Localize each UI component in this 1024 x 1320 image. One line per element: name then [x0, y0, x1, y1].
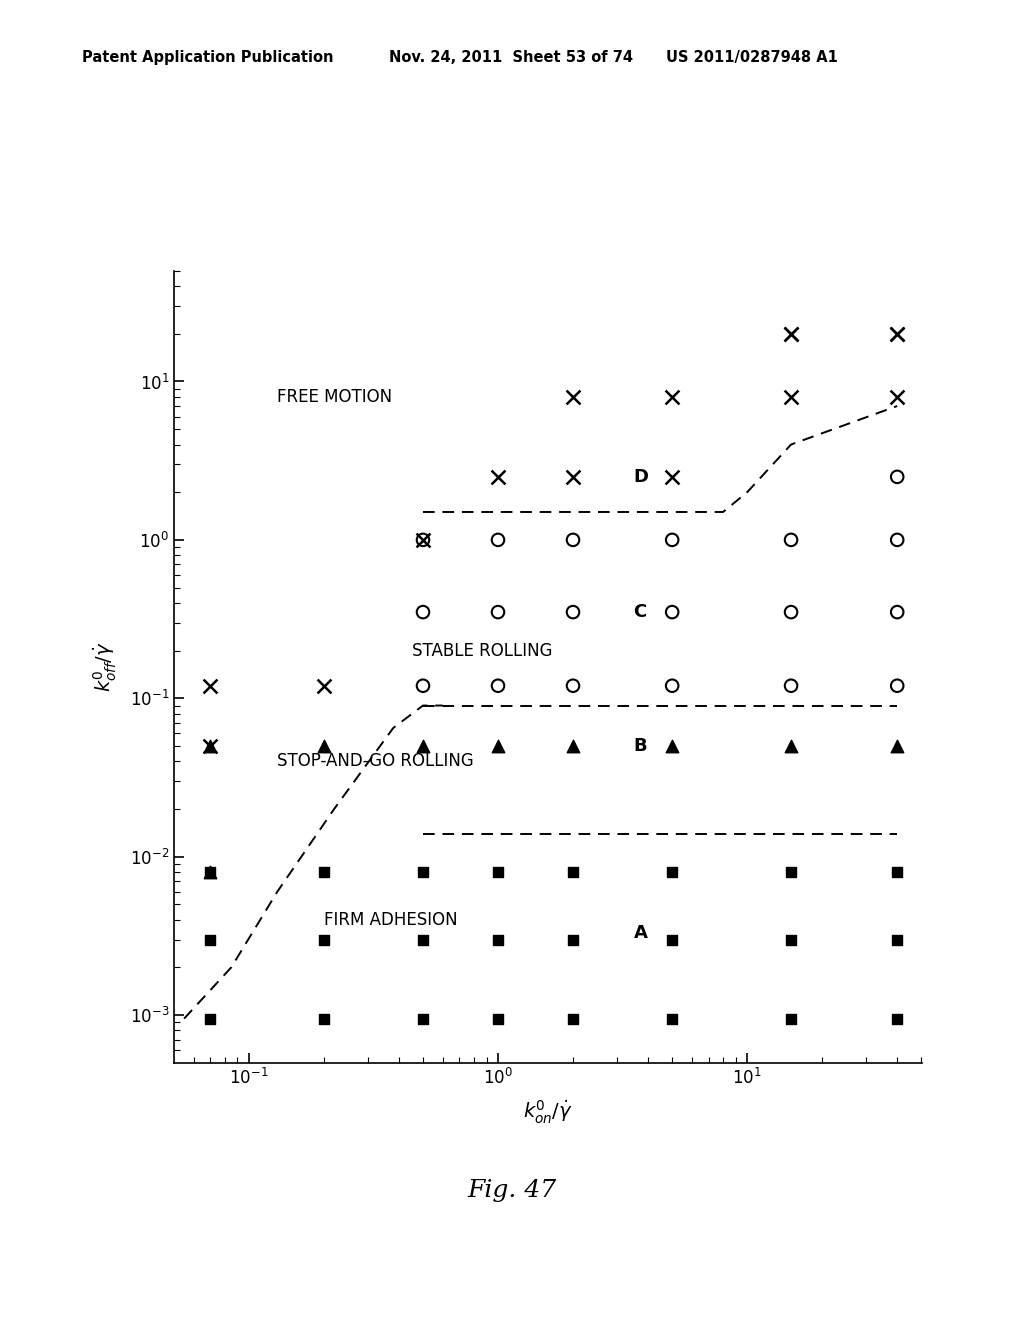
Point: [783, 323, 800, 345]
Point: [889, 323, 905, 345]
Point: [664, 466, 680, 487]
Point: [783, 387, 800, 408]
Text: C: C: [634, 603, 647, 622]
Point: [565, 387, 582, 408]
Point: [664, 602, 680, 623]
Point: [889, 675, 905, 696]
Point: [783, 602, 800, 623]
Point: [415, 735, 431, 756]
Point: [315, 735, 332, 756]
Point: [783, 529, 800, 550]
Point: [664, 862, 680, 883]
Point: [783, 862, 800, 883]
Point: [664, 735, 680, 756]
Text: US 2011/0287948 A1: US 2011/0287948 A1: [666, 50, 838, 65]
Text: D: D: [634, 467, 648, 486]
Point: [315, 862, 332, 883]
Point: [315, 675, 332, 696]
Point: [565, 735, 582, 756]
Point: [489, 602, 506, 623]
Text: B: B: [634, 737, 647, 755]
Point: [783, 735, 800, 756]
Point: [565, 529, 582, 550]
Point: [783, 929, 800, 950]
Point: [202, 862, 218, 883]
Point: [415, 675, 431, 696]
Y-axis label: $k^0_{off}/\dot{\gamma}$: $k^0_{off}/\dot{\gamma}$: [91, 642, 119, 692]
Point: [889, 323, 905, 345]
Point: [415, 862, 431, 883]
Point: [489, 675, 506, 696]
Text: Fig. 47: Fig. 47: [467, 1179, 557, 1203]
Text: Nov. 24, 2011  Sheet 53 of 74: Nov. 24, 2011 Sheet 53 of 74: [389, 50, 633, 65]
Point: [489, 929, 506, 950]
Point: [664, 929, 680, 950]
Point: [489, 529, 506, 550]
Point: [664, 675, 680, 696]
Point: [889, 529, 905, 550]
Point: [315, 929, 332, 950]
Point: [783, 323, 800, 345]
Point: [415, 529, 431, 550]
Point: [565, 929, 582, 950]
Point: [202, 675, 218, 696]
Point: [202, 735, 218, 756]
Text: STOP-AND-GO ROLLING: STOP-AND-GO ROLLING: [278, 752, 474, 771]
Point: [202, 735, 218, 756]
Point: [415, 529, 431, 550]
Point: [415, 602, 431, 623]
Point: [489, 735, 506, 756]
Point: [889, 862, 905, 883]
Point: [889, 602, 905, 623]
Point: [889, 387, 905, 408]
Point: [889, 466, 905, 487]
Point: [202, 862, 218, 883]
Point: [889, 1008, 905, 1030]
Text: FREE MOTION: FREE MOTION: [278, 388, 392, 405]
Text: Patent Application Publication: Patent Application Publication: [82, 50, 334, 65]
Point: [489, 466, 506, 487]
Point: [783, 675, 800, 696]
Point: [565, 466, 582, 487]
Point: [664, 1008, 680, 1030]
Point: [889, 929, 905, 950]
Point: [489, 862, 506, 883]
Point: [489, 1008, 506, 1030]
Point: [889, 735, 905, 756]
Text: FIRM ADHESION: FIRM ADHESION: [324, 911, 458, 929]
Point: [565, 1008, 582, 1030]
Point: [565, 675, 582, 696]
Point: [565, 602, 582, 623]
Point: [664, 387, 680, 408]
Point: [415, 1008, 431, 1030]
Point: [565, 862, 582, 883]
Point: [664, 529, 680, 550]
Point: [202, 1008, 218, 1030]
Point: [415, 929, 431, 950]
Text: A: A: [634, 924, 647, 942]
Point: [315, 1008, 332, 1030]
Text: STABLE ROLLING: STABLE ROLLING: [412, 642, 552, 660]
Point: [202, 929, 218, 950]
X-axis label: $k^0_{on}/\dot{\gamma}$: $k^0_{on}/\dot{\gamma}$: [523, 1098, 572, 1126]
Point: [783, 1008, 800, 1030]
